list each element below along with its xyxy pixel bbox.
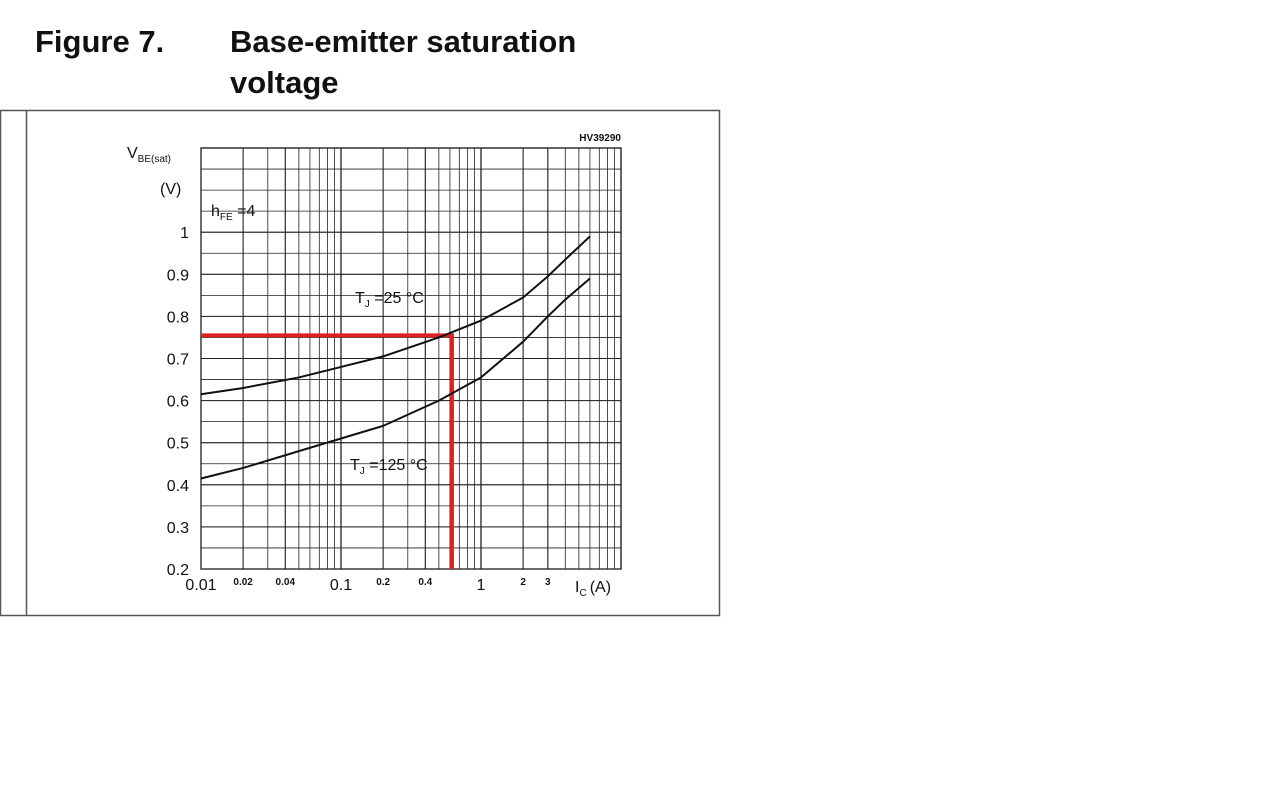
series-label-main: T bbox=[350, 457, 360, 474]
y-axis-label: VBE(sat) bbox=[127, 145, 171, 165]
y-tick-label: 0.7 bbox=[167, 352, 189, 369]
frame bbox=[0, 109, 721, 617]
y-tick-label: 0.6 bbox=[167, 394, 189, 411]
marker-guide bbox=[201, 333, 454, 569]
figure-label: Figure 7. bbox=[35, 24, 164, 59]
x-axis-unit: (A) bbox=[590, 579, 611, 596]
chart-code: HV39290 bbox=[579, 133, 621, 144]
series-label: TJ =25 °C bbox=[355, 290, 424, 310]
y-tick-label: 0.4 bbox=[167, 478, 189, 495]
x-axis-label-main: I bbox=[575, 579, 579, 596]
x-tick-label: 3 bbox=[545, 577, 551, 588]
series-label-tail: =25 °C bbox=[370, 290, 424, 307]
annotation-main: h bbox=[211, 203, 220, 220]
y-tick-label: 0.3 bbox=[167, 520, 189, 537]
series-label: TJ =125 °C bbox=[350, 457, 428, 477]
y-tick-label: 0.2 bbox=[167, 562, 189, 579]
y-axis-label-sub: BE(sat) bbox=[138, 154, 171, 165]
chart-title: voltage bbox=[230, 65, 339, 100]
y-axis-label-main: V bbox=[127, 145, 138, 162]
chart-title: Base-emitter saturation bbox=[230, 24, 576, 59]
y-tick-label: 0.9 bbox=[167, 267, 189, 284]
y-tick-label: 1 bbox=[180, 225, 189, 242]
x-tick-label: 0.4 bbox=[418, 577, 432, 588]
x-tick-label: 1 bbox=[477, 577, 486, 594]
series-label-sub: J bbox=[365, 299, 370, 310]
series-line bbox=[200, 235, 591, 396]
x-tick-label: 2 bbox=[520, 577, 526, 588]
series-label-sub: J bbox=[360, 466, 365, 477]
x-axis-label-sub: C bbox=[579, 588, 586, 599]
x-tick-label: 0.2 bbox=[376, 577, 390, 588]
annotation: hFE =4 bbox=[211, 203, 255, 223]
series-label-main: T bbox=[355, 290, 365, 307]
series-label-tail: =125 °C bbox=[365, 457, 428, 474]
y-tick-label: 0.5 bbox=[167, 436, 189, 453]
x-tick-label: 0.02 bbox=[233, 577, 253, 588]
x-tick-label: 0.01 bbox=[185, 577, 216, 594]
y-axis-unit: (V) bbox=[160, 181, 181, 198]
x-tick-label: 0.1 bbox=[330, 577, 352, 594]
annotation-sub: FE bbox=[220, 212, 233, 223]
x-tick-label: 0.04 bbox=[276, 577, 296, 588]
series-line bbox=[200, 277, 591, 480]
x-axis-label: IC (A) bbox=[575, 579, 611, 599]
annotation-tail: =4 bbox=[233, 203, 256, 220]
y-tick-label: 0.8 bbox=[167, 309, 189, 326]
